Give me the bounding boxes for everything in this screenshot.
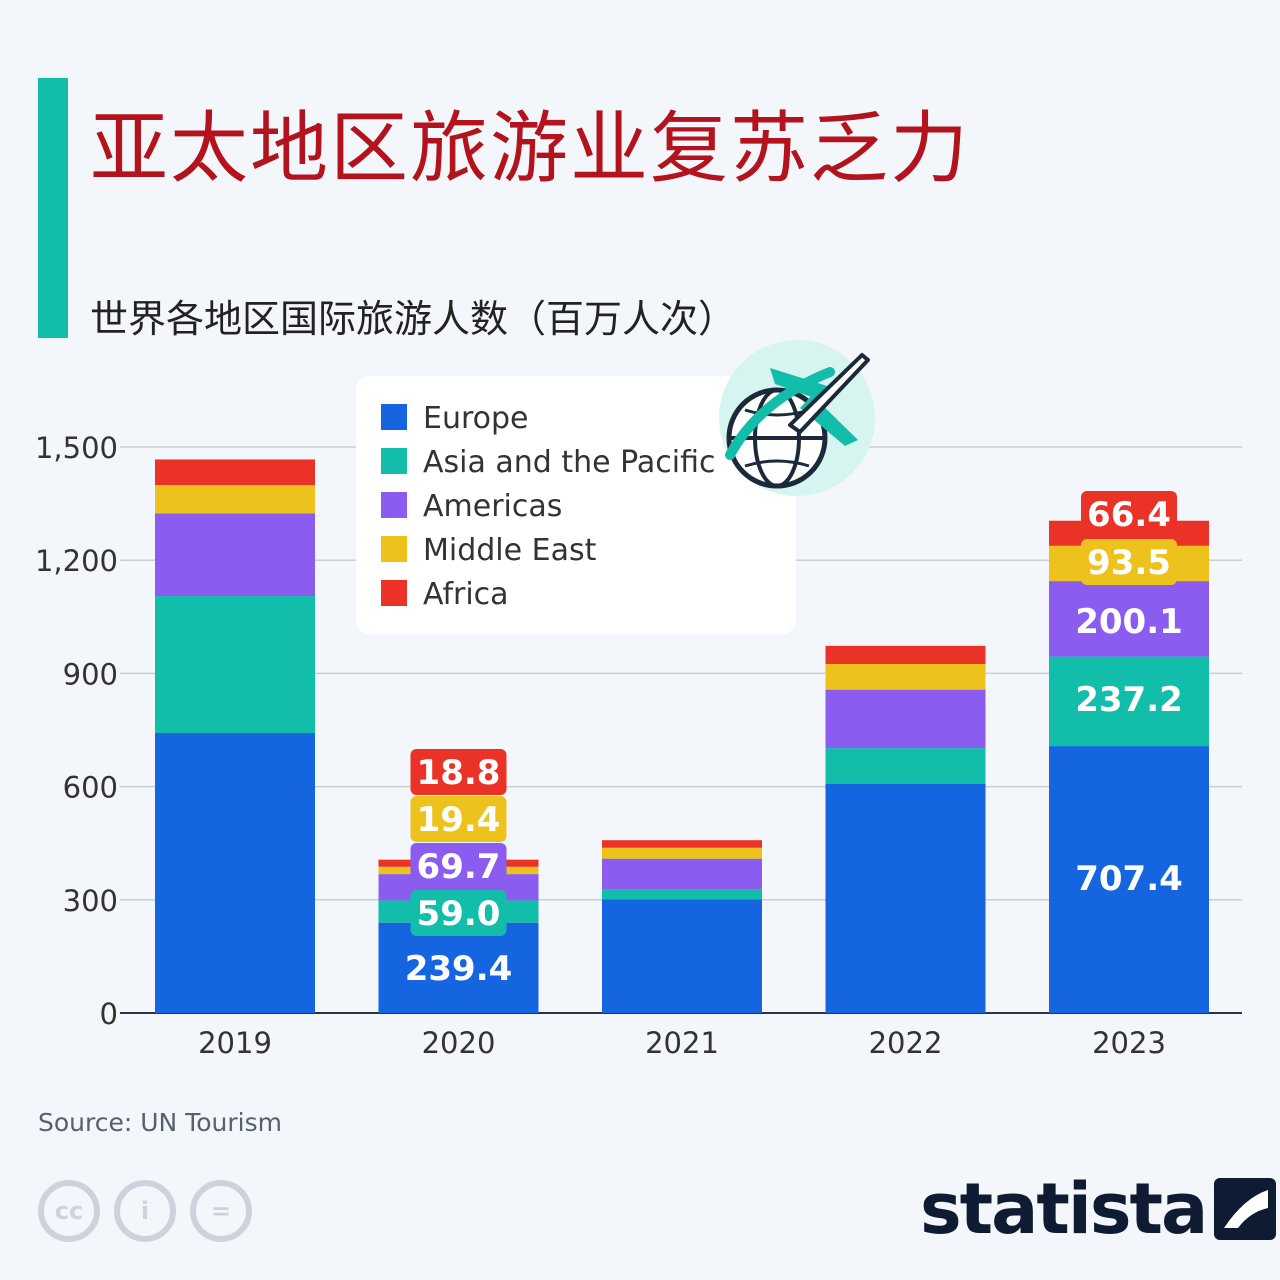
legend-swatch-europe: [381, 404, 407, 430]
statista-mark-icon: [1214, 1178, 1277, 1240]
bar-segment-asia-2021[interactable]: [602, 889, 762, 900]
legend-swatch-middle_east: [381, 536, 407, 562]
chart-title: 亚太地区旅游业复苏乏力: [90, 104, 971, 194]
x-tick-label: 2023: [1092, 1026, 1166, 1060]
bar-segment-middle_east-2021[interactable]: [602, 847, 762, 859]
y-tick-label: 1,200: [35, 544, 118, 578]
legend-label-middle_east: Middle East: [423, 533, 597, 568]
legend-label-europe: Europe: [423, 401, 529, 436]
y-tick-label: 300: [63, 884, 118, 918]
legend-box: [356, 376, 796, 634]
x-tick-label: 2019: [198, 1026, 272, 1060]
bar-segment-europe-2021[interactable]: [602, 899, 762, 1013]
y-tick-label: 1,500: [35, 431, 118, 465]
y-tick-label: 0: [100, 997, 118, 1031]
bar-segment-europe-2020[interactable]: [378, 922, 539, 1013]
data-label: 59.0: [417, 894, 501, 934]
y-tick-label: 900: [63, 657, 118, 691]
y-tick-label: 600: [63, 771, 118, 805]
legend-label-asia: Asia and the Pacific: [423, 445, 716, 480]
airplane-globe-icon: [719, 340, 875, 496]
data-label: 200.1: [1075, 602, 1183, 642]
data-label: 237.2: [1075, 680, 1183, 720]
stacked-bar-chart: 0 300 600 900 1,200 1,500 2019 2020 2021 2022 2023…: [35, 340, 1242, 1060]
x-tick-label: 2020: [422, 1026, 496, 1060]
bar-segment-africa-2021[interactable]: [602, 840, 762, 848]
statista-wordmark: statista: [920, 1168, 1208, 1250]
bar-segment-asia-2023[interactable]: [1049, 656, 1209, 747]
license-icons: cc i =: [38, 1180, 252, 1242]
x-tick-label: 2021: [645, 1026, 719, 1060]
statista-logo[interactable]: statista: [920, 1168, 1277, 1250]
data-label: 707.4: [1075, 859, 1183, 899]
data-label-box: [410, 890, 507, 936]
bar-segment-americas-2022[interactable]: [825, 689, 986, 749]
no-derivatives-icon[interactable]: =: [190, 1180, 252, 1242]
bar-segment-europe-2019[interactable]: [155, 733, 315, 1013]
data-label-box: [410, 796, 507, 842]
data-label-box: [410, 749, 507, 795]
cc-icon[interactable]: cc: [38, 1180, 100, 1242]
data-label-box: [410, 843, 507, 889]
bar-segment-africa-2019[interactable]: [155, 459, 315, 486]
bar-segment-americas-2021[interactable]: [602, 858, 762, 890]
bar-segment-europe-2022[interactable]: [825, 783, 986, 1013]
data-label: 19.4: [417, 800, 501, 840]
bar-segment-asia-2019[interactable]: [155, 596, 315, 734]
accent-bar: [38, 78, 68, 338]
data-label: 93.5: [1087, 543, 1171, 583]
bar-segment-middle_east-2019[interactable]: [155, 485, 315, 514]
attribution-icon[interactable]: i: [114, 1180, 176, 1242]
legend-swatch-africa: [381, 580, 407, 606]
data-label-box: [1081, 491, 1177, 537]
data-label: 66.4: [1087, 495, 1171, 535]
bar-segment-middle_east-2022[interactable]: [825, 663, 986, 690]
legend-label-americas: Americas: [423, 489, 562, 524]
bar-segment-africa-2022[interactable]: [825, 645, 986, 664]
bar-segment-americas-2023[interactable]: [1049, 581, 1209, 657]
chart-subtitle: 世界各地区国际旅游人数（百万人次）: [90, 297, 737, 341]
bar-segment-asia-2022[interactable]: [825, 748, 986, 784]
x-tick-label: 2022: [869, 1026, 943, 1060]
data-label: 69.7: [417, 847, 501, 887]
data-label-box: [1081, 539, 1177, 585]
legend-label-africa: Africa: [423, 577, 509, 612]
legend-swatch-asia: [381, 448, 407, 474]
data-label: 239.4: [405, 949, 513, 989]
bar-segment-americas-2019[interactable]: [155, 513, 315, 597]
data-label: 18.8: [417, 753, 501, 793]
bar-segment-europe-2023[interactable]: [1049, 746, 1209, 1013]
source-note: Source: UN Tourism: [38, 1108, 282, 1137]
legend-swatch-americas: [381, 492, 407, 518]
